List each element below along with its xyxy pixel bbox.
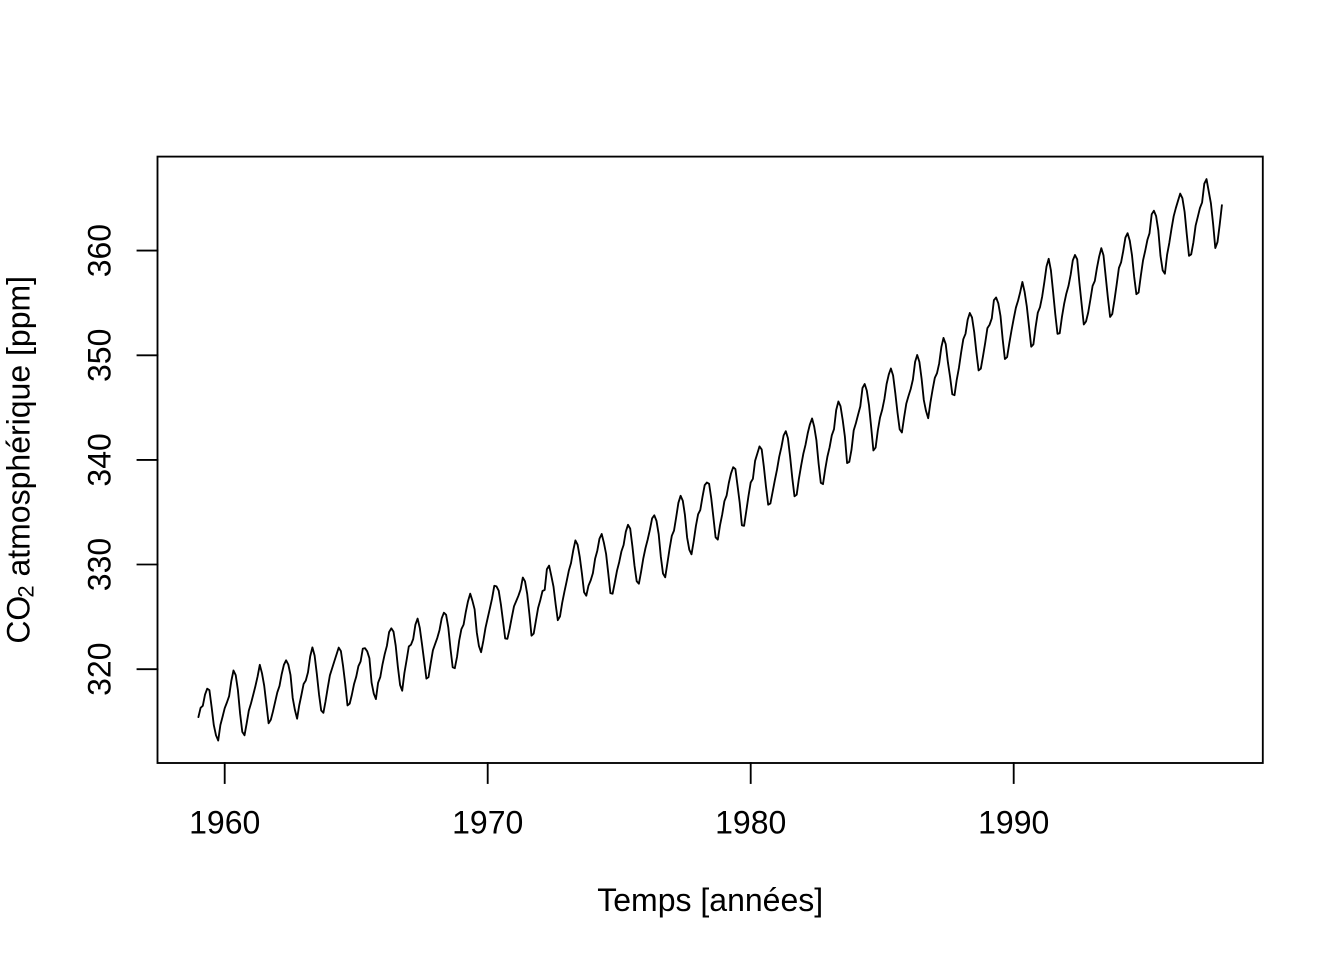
svg-text:1970: 1970 — [452, 805, 523, 841]
svg-text:1990: 1990 — [978, 805, 1049, 841]
svg-text:1960: 1960 — [189, 805, 260, 841]
svg-text:360: 360 — [82, 224, 118, 277]
svg-text:340: 340 — [82, 433, 118, 486]
svg-text:Temps [années]: Temps [années] — [597, 882, 823, 918]
svg-text:1980: 1980 — [715, 805, 786, 841]
svg-text:350: 350 — [82, 329, 118, 382]
svg-text:330: 330 — [82, 538, 118, 591]
svg-text:CO2 atmosphérique [ppm]: CO2 atmosphérique [ppm] — [1, 276, 39, 644]
svg-text:320: 320 — [82, 643, 118, 696]
